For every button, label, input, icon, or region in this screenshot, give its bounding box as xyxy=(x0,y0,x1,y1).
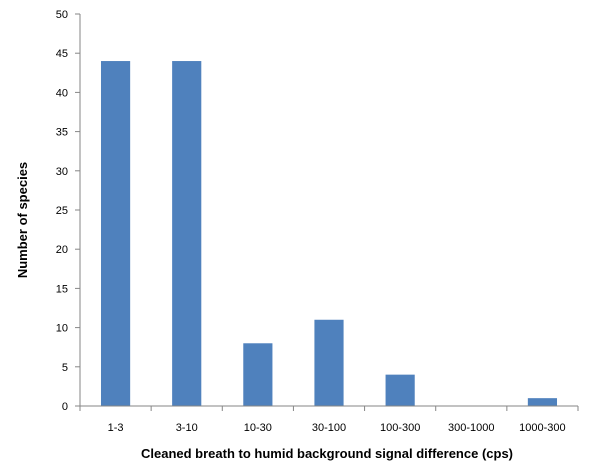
y-tick-label: 30 xyxy=(56,166,68,178)
x-tick-label: 1-3 xyxy=(108,422,124,434)
y-tick-label: 10 xyxy=(56,323,68,335)
y-tick-label: 35 xyxy=(56,127,68,139)
x-tick-label: 300-1000 xyxy=(448,422,495,434)
x-tick-label: 3-10 xyxy=(176,422,198,434)
bars-group xyxy=(100,61,558,406)
y-tick-label: 45 xyxy=(56,48,68,60)
y-tick-label: 5 xyxy=(62,362,68,374)
y-tick-label: 40 xyxy=(56,87,68,99)
x-tick-label: 1000-300 xyxy=(519,422,566,434)
y-tick-label: 50 xyxy=(56,9,68,21)
x-axis-ticks: 1-3 3-10 10-30 30-100 100-300 300-1000 1000-30… xyxy=(79,406,579,434)
x-axis-title: Cleaned breath to humid background signa… xyxy=(141,446,513,461)
x-tick-label: 100-300 xyxy=(380,422,420,434)
y-tick-label: 0 xyxy=(62,401,68,413)
x-tick-label: 10-30 xyxy=(244,422,272,434)
y-axis-title: Number of species xyxy=(15,162,30,278)
y-axis-ticks: 0 5 10 15 20 25 30 35 40 45 50 xyxy=(56,9,80,413)
y-tick-label: 25 xyxy=(56,205,68,217)
y-tick-label: 15 xyxy=(56,283,68,295)
bar-30-100 xyxy=(314,319,344,406)
x-tick-label: 30-100 xyxy=(312,422,346,434)
bar-1-3 xyxy=(100,61,131,406)
y-tick-label: 20 xyxy=(56,244,68,256)
bar-100-300 xyxy=(385,374,415,406)
bar-10-30 xyxy=(243,343,273,406)
bar-1000-300 xyxy=(527,398,558,406)
bar-3-10 xyxy=(172,61,202,406)
